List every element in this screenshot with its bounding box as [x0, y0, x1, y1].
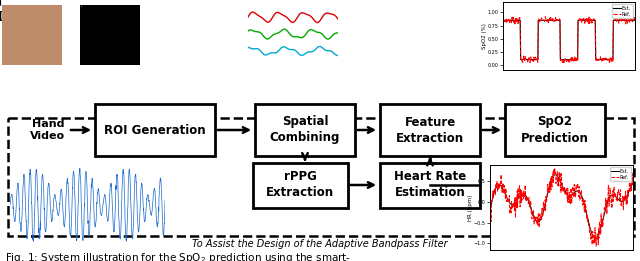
Y-axis label: HR (bpm): HR (bpm) — [468, 194, 472, 221]
Text: Fig. 1: System illustration for the SpO$_2$ prediction using the smart-: Fig. 1: System illustration for the SpO$… — [5, 251, 351, 261]
Bar — [380, 104, 480, 156]
Text: Hand
Video: Hand Video — [31, 119, 65, 141]
Text: SpO2
Prediction: SpO2 Prediction — [521, 116, 589, 145]
Legend: Est., Ref.: Est., Ref. — [612, 4, 632, 18]
Text: Spatial
Combining: Spatial Combining — [270, 116, 340, 145]
Text: To Assist the Design of the Adaptive Bandpass Filter: To Assist the Design of the Adaptive Ban… — [192, 239, 448, 249]
Text: Heart Rate
Estimation: Heart Rate Estimation — [394, 170, 466, 199]
Text: ROI Generation: ROI Generation — [104, 123, 206, 137]
Bar — [253, 163, 348, 207]
Bar — [255, 104, 355, 156]
Text: Feature
Extraction: Feature Extraction — [396, 116, 464, 145]
Legend: Est., Ref.: Est., Ref. — [610, 167, 630, 181]
Bar — [95, 104, 215, 156]
Bar — [8, 118, 634, 236]
Bar — [380, 163, 480, 207]
Bar — [505, 104, 605, 156]
Text: rPPG
Extraction: rPPG Extraction — [266, 170, 334, 199]
Y-axis label: SpO2 (%): SpO2 (%) — [481, 23, 486, 49]
